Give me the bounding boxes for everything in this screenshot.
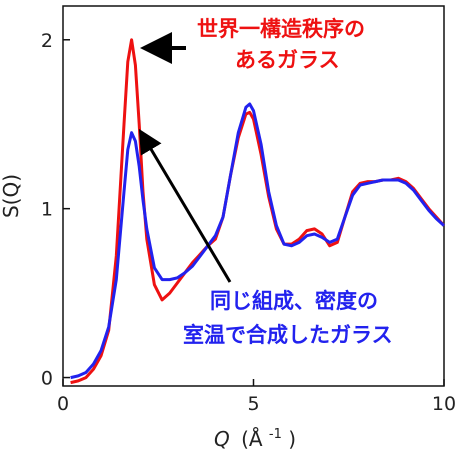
x-tick-label: 0 — [57, 393, 69, 415]
x-axis-symbol: Q — [214, 427, 230, 451]
x-axis-unit-exponent: -1 — [269, 427, 282, 442]
y-tick-label: 2 — [41, 30, 53, 52]
y-tick-label: 1 — [41, 199, 53, 221]
annotation-red-line2: あるガラス — [235, 48, 340, 72]
x-axis-title: Q (Å -1 ) — [214, 419, 296, 451]
x-tick-label: 10 — [432, 393, 456, 415]
axis-ticks: 0 5 10 0 1 2 — [41, 30, 456, 415]
annotation-blue-line1: 同じ組成、密度の — [210, 289, 378, 313]
x-axis-unit-close: ) — [288, 427, 296, 451]
series-line-blue — [70, 102, 446, 380]
annotation-red-line1: 世界一構造秩序の — [197, 17, 365, 41]
series-layer — [70, 38, 446, 385]
y-axis-title: S(Q) — [0, 174, 23, 218]
x-axis-unit: (Å — [241, 427, 263, 451]
x-tick-label: 5 — [247, 393, 259, 415]
y-tick-label: 0 — [41, 368, 53, 390]
annotation-blue-line2: 室温で合成したガラス — [183, 323, 393, 347]
arrow-to-blue-peak — [138, 128, 232, 283]
